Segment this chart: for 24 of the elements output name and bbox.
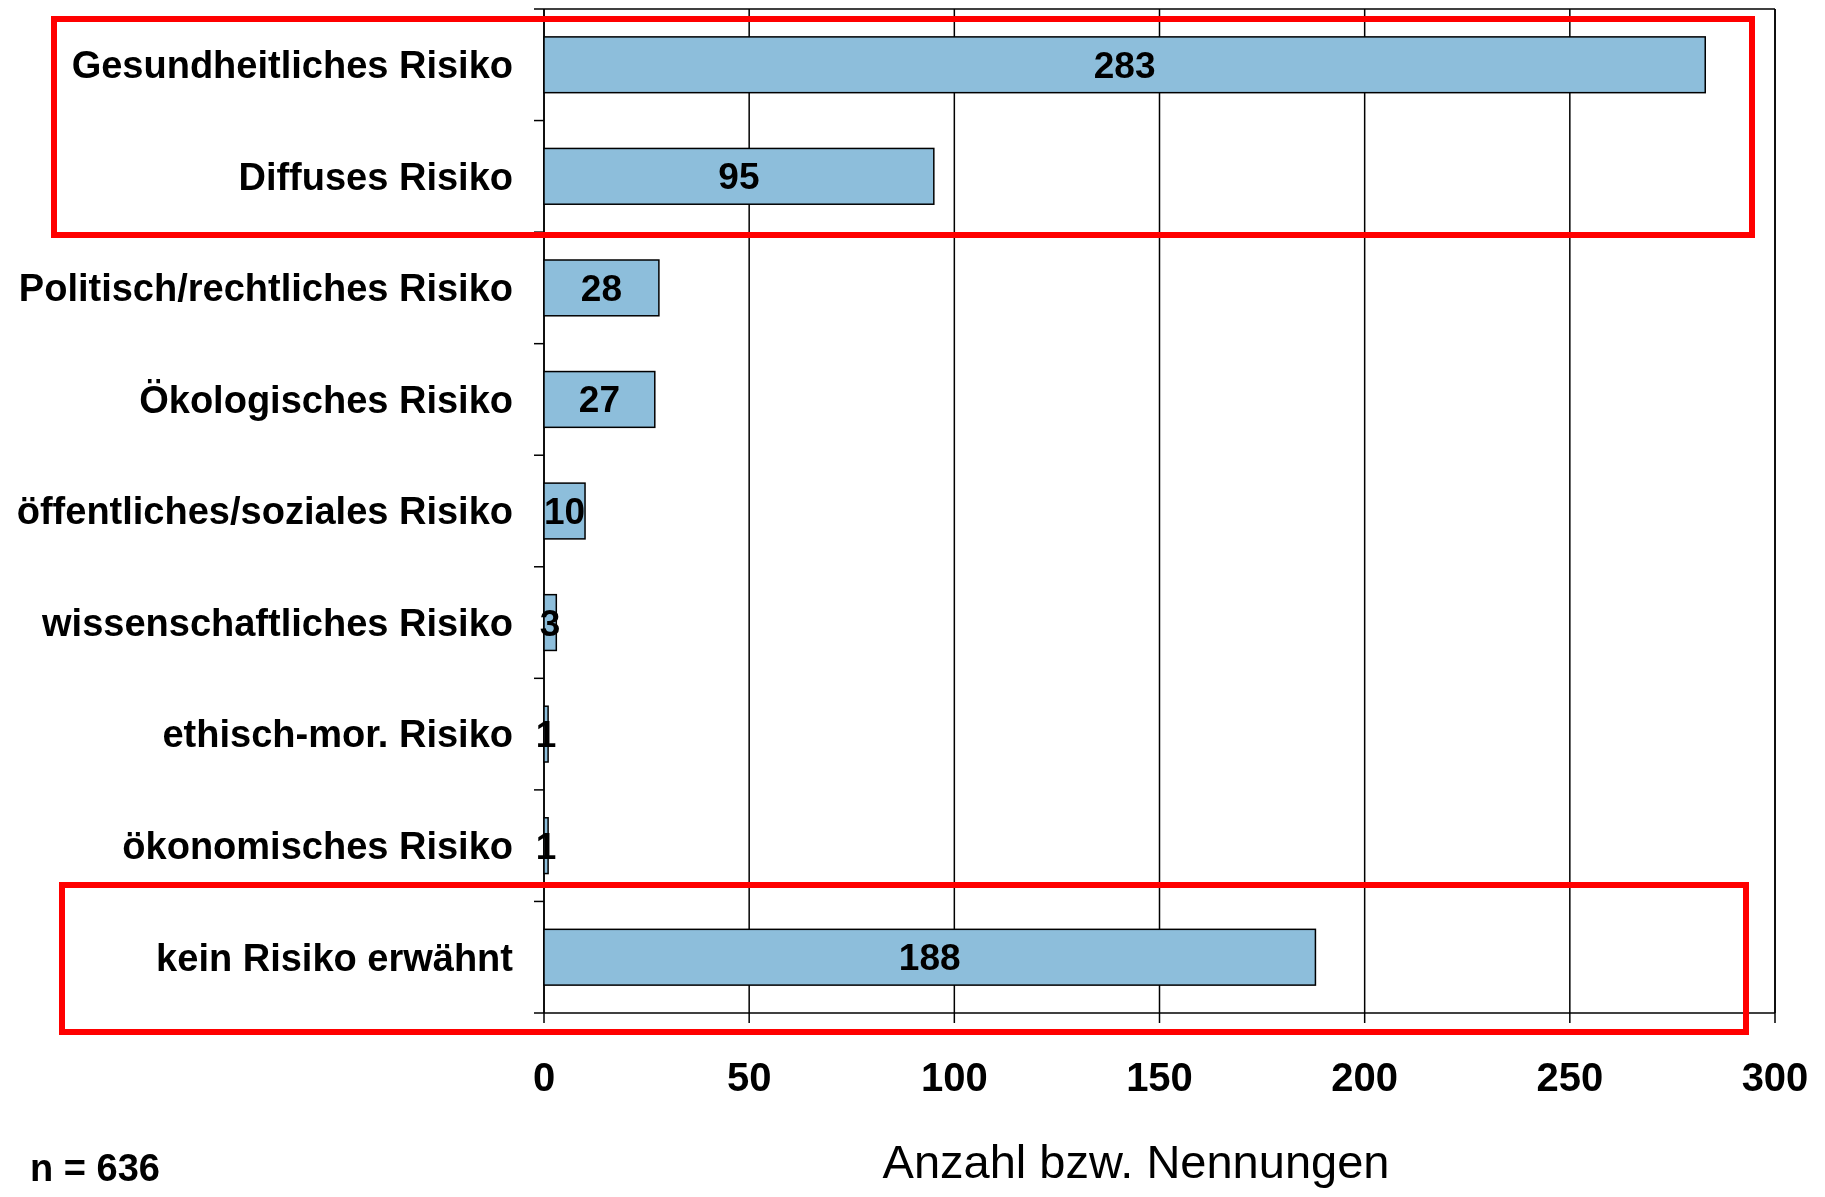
x-axis-title: Anzahl bzw. Nennungen: [882, 1135, 1390, 1189]
x-tick-label: 150: [1126, 1055, 1193, 1099]
y-tick-label: ökonomisches Risiko: [122, 824, 513, 867]
x-tick-label: 300: [1741, 1055, 1809, 1099]
data-label: 28: [580, 267, 623, 309]
data-label: 95: [718, 156, 760, 198]
y-tick-label: Diffuses Risiko: [238, 155, 513, 198]
x-tick-label: 200: [1331, 1055, 1399, 1099]
y-tick-label: Politisch/rechtliches Risiko: [18, 267, 513, 310]
data-label: 188: [898, 937, 961, 979]
text: n = 636: [30, 1147, 160, 1190]
x-tick-label: 250: [1536, 1055, 1604, 1099]
y-tick-label: ethisch-mor. Risiko: [162, 713, 513, 756]
y-tick-label: kein Risiko erwähnt: [156, 936, 514, 979]
x-tick-label: 50: [726, 1055, 772, 1099]
data-label: 27: [578, 379, 620, 421]
x-tick-label: 0: [532, 1055, 556, 1099]
x-tick-label: 100: [920, 1055, 988, 1099]
data-label: 283: [1093, 44, 1156, 86]
y-tick-label: Gesundheitliches Risiko: [71, 44, 513, 87]
y-tick-label: wissenschaftliches Risiko: [41, 601, 513, 644]
data-label: 10: [543, 490, 586, 532]
y-tick-label: Ökologisches Risiko: [139, 378, 513, 421]
y-tick-label: öffentliches/soziales Risiko: [16, 490, 513, 533]
